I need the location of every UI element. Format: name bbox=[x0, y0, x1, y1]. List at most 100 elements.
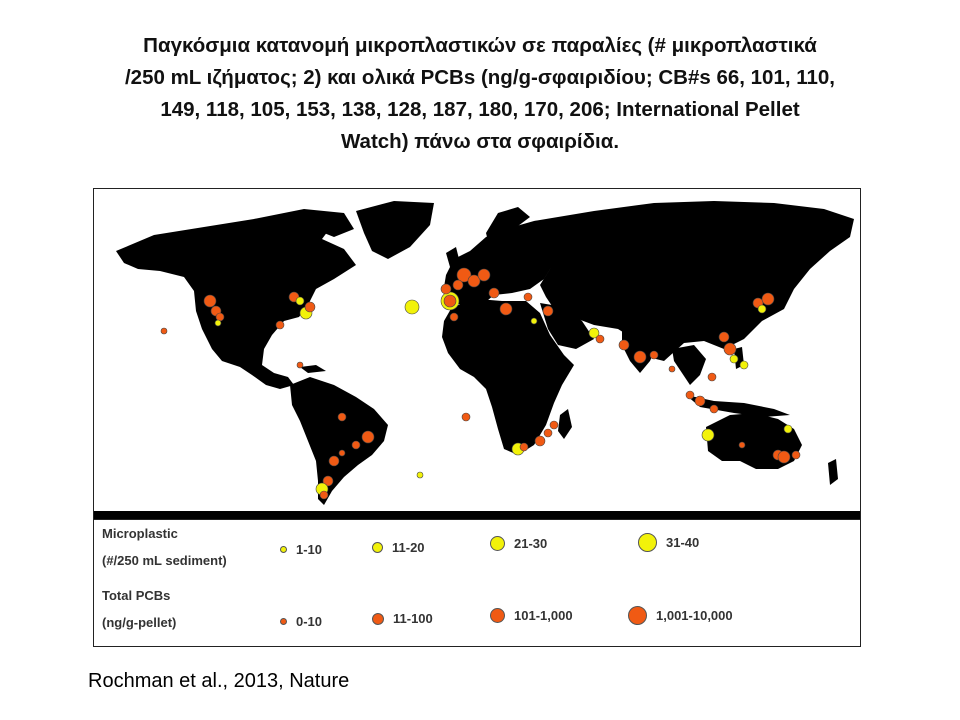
legend-mp-dot-4 bbox=[638, 533, 657, 552]
pcb-site-marker bbox=[519, 442, 529, 452]
legend-mp-label-4: 31-40 bbox=[666, 535, 700, 550]
indian-subcontinent bbox=[622, 327, 660, 373]
microplastic-site-marker bbox=[729, 354, 739, 364]
map-figure: Microplastic (#/250 mL sediment) 1-10 11… bbox=[93, 188, 861, 647]
legend-mp-item-4: 31-40 bbox=[638, 533, 699, 552]
legend-pcb-item-2: 11-100 bbox=[372, 611, 433, 626]
pcb-site-marker bbox=[337, 412, 347, 422]
pcb-site-marker bbox=[351, 440, 361, 450]
pcb-site-marker bbox=[338, 449, 346, 457]
pcb-site-marker bbox=[523, 292, 533, 302]
pcb-site-marker bbox=[595, 334, 605, 344]
legend-mp-item-1: 1-10 bbox=[280, 542, 322, 557]
microplastic-site-marker bbox=[588, 327, 600, 339]
pcb-site-marker bbox=[488, 287, 500, 299]
pcb-site-marker bbox=[452, 279, 464, 291]
pcb-site-marker bbox=[296, 361, 304, 369]
pcb-site-marker bbox=[275, 320, 285, 330]
legend-mp-dot-1 bbox=[280, 546, 287, 553]
pcb-site-marker bbox=[440, 283, 452, 295]
legend-mp-label-3: 21-30 bbox=[514, 536, 548, 551]
pcb-site-marker bbox=[668, 365, 676, 373]
land-masses bbox=[94, 201, 860, 519]
legend-pcb-dot-4 bbox=[628, 606, 647, 625]
pcb-site-marker bbox=[777, 450, 791, 464]
legend-pcb-label-4: 1,001-10,000 bbox=[656, 608, 733, 623]
legend-pcb-dot-3 bbox=[490, 608, 505, 623]
british-isles bbox=[446, 247, 460, 267]
microplastic-site-marker bbox=[701, 428, 715, 442]
pcb-site-marker bbox=[361, 430, 375, 444]
southeast-asia bbox=[672, 345, 706, 385]
citation: Rochman et al., 2013, Nature bbox=[88, 670, 350, 692]
title-line-1: Παγκόσμια κατανομή μικροπλαστικών σε παρ… bbox=[143, 34, 817, 57]
legend-pcb-item-3: 101-1,000 bbox=[490, 608, 573, 623]
madagascar bbox=[558, 409, 572, 439]
pcb-site-marker bbox=[707, 372, 717, 382]
south-america bbox=[290, 377, 388, 505]
pcb-site-marker bbox=[791, 450, 801, 460]
legend-pcb-label-1: 0-10 bbox=[296, 614, 323, 629]
legend-mp-item-2: 11-20 bbox=[372, 540, 425, 555]
pcb-site-marker bbox=[618, 339, 630, 351]
legend-pcb-dot-1 bbox=[280, 618, 287, 625]
legend-microplastic-unit: (#/250 mL sediment) bbox=[102, 553, 227, 568]
pcb-site-marker bbox=[322, 475, 334, 487]
microplastic-site-marker bbox=[404, 299, 420, 315]
asia bbox=[534, 201, 854, 361]
pcb-site-marker bbox=[761, 292, 775, 306]
legend-pcb-unit: (ng/g-pellet) bbox=[102, 615, 177, 630]
pcb-site-marker bbox=[304, 301, 316, 313]
legend-pcb-title: Total PCBs bbox=[102, 588, 171, 603]
pcb-site-marker bbox=[443, 294, 457, 308]
sample-markers bbox=[160, 267, 801, 500]
microplastic-site-marker bbox=[416, 471, 424, 479]
pcb-site-marker bbox=[461, 412, 471, 422]
title-line-3: 149, 118, 105, 153, 138, 128, 187, 180, … bbox=[160, 98, 800, 121]
microplastic-site-marker bbox=[783, 424, 793, 434]
pcb-site-marker bbox=[649, 350, 659, 360]
pcb-site-marker bbox=[319, 490, 329, 500]
pcb-site-marker bbox=[685, 390, 695, 400]
pcb-site-marker bbox=[328, 455, 340, 467]
world-map bbox=[94, 189, 860, 519]
pcb-site-marker bbox=[543, 428, 553, 438]
microplastic-site-marker bbox=[530, 317, 538, 325]
title-line-2: /250 mL ιζήματος; 2) και ολικά PCBs (ng/… bbox=[124, 66, 836, 89]
title-line-4: Watch) πάνω στα σφαιρίδια. bbox=[340, 130, 620, 153]
pcb-site-marker bbox=[709, 404, 719, 414]
microplastic-site-marker bbox=[757, 304, 767, 314]
pcb-site-marker bbox=[477, 268, 491, 282]
hudson-bay-land bbox=[254, 209, 354, 237]
pcb-site-marker bbox=[203, 294, 217, 308]
greenland bbox=[356, 201, 434, 259]
microplastic-site-marker bbox=[295, 296, 305, 306]
legend-pcb-label-2: 11-100 bbox=[393, 611, 433, 626]
legend-pcb-label: Total PCBs (ng/g-pellet) bbox=[102, 588, 176, 631]
antarctica bbox=[94, 511, 860, 519]
legend-microplastic-label: Microplastic (#/250 mL sediment) bbox=[102, 526, 227, 569]
pcb-site-marker bbox=[467, 274, 481, 288]
caribbean bbox=[300, 365, 326, 373]
north-america bbox=[116, 215, 356, 389]
legend-pcb-item-4: 1,001-10,000 bbox=[628, 606, 733, 625]
pcb-site-marker bbox=[723, 342, 737, 356]
africa bbox=[442, 299, 574, 455]
scandinavia bbox=[486, 207, 530, 249]
legend-mp-label-2: 11-20 bbox=[392, 540, 425, 555]
legend: Microplastic (#/250 mL sediment) 1-10 11… bbox=[94, 519, 860, 647]
new-zealand bbox=[828, 459, 838, 485]
pcb-site-marker bbox=[542, 305, 554, 317]
legend-pcb-label-3: 101-1,000 bbox=[514, 608, 573, 623]
pcb-site-marker bbox=[549, 420, 559, 430]
microplastic-site-marker bbox=[214, 319, 222, 327]
pcb-site-marker bbox=[160, 327, 168, 335]
pcb-site-marker bbox=[499, 302, 513, 316]
arabia bbox=[540, 303, 594, 349]
pcb-site-marker bbox=[449, 312, 459, 322]
legend-mp-item-3: 21-30 bbox=[490, 536, 547, 551]
legend-mp-label-1: 1-10 bbox=[296, 542, 323, 557]
pcb-site-marker bbox=[694, 395, 706, 407]
pcb-site-marker bbox=[738, 441, 746, 449]
slide-title: Παγκόσμια κατανομή μικροπλαστικών σε παρ… bbox=[40, 30, 920, 158]
